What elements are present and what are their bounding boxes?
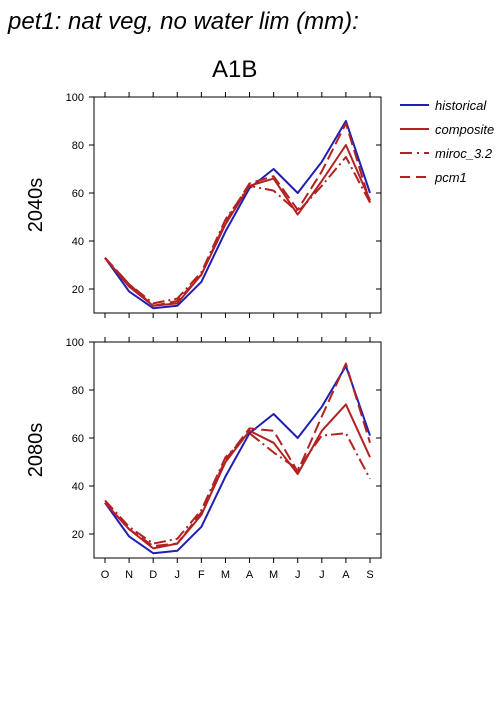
x-tick-label: N xyxy=(125,569,133,581)
y-tick-label: 80 xyxy=(72,385,84,397)
series-line-composite xyxy=(104,403,371,550)
page-title: pet1: nat veg, no water lim (mm): xyxy=(8,8,359,35)
x-tick-label: F xyxy=(198,569,205,581)
y-tick-label: 60 xyxy=(72,433,84,445)
x-tick-label: A xyxy=(342,569,350,581)
series-line-historical xyxy=(104,120,371,310)
series-line-pcm1 xyxy=(104,122,371,307)
y-tick-label: 100 xyxy=(66,92,84,104)
plot-frame-2 xyxy=(93,341,382,559)
y-tick-label: 40 xyxy=(72,236,84,248)
x-tick-label: J xyxy=(295,569,301,581)
y-tick-label: 80 xyxy=(72,140,84,152)
series-line-pcm1 xyxy=(104,362,371,547)
series-line-historical xyxy=(104,365,371,555)
y-axis-label: 2080s xyxy=(25,423,47,478)
x-tick-label: M xyxy=(269,569,278,581)
x-tick-label: O xyxy=(101,569,110,581)
x-tick-label: J xyxy=(319,569,325,581)
series-line-miroc-3-2 xyxy=(104,156,371,305)
y-tick-label: 40 xyxy=(72,481,84,493)
y-tick-label: 20 xyxy=(72,529,84,541)
x-tick-label: J xyxy=(175,569,181,581)
x-tick-label: M xyxy=(221,569,230,581)
y-tick-label: 20 xyxy=(72,284,84,296)
series-line-composite xyxy=(104,144,371,307)
x-tick-label: D xyxy=(149,569,157,581)
y-tick-label: 100 xyxy=(66,337,84,349)
x-tick-label: A xyxy=(246,569,254,581)
y-axis-label: 2040s xyxy=(25,178,47,233)
legend-label: composite xyxy=(435,122,494,137)
legend-label: historical xyxy=(435,98,487,113)
plot-frame-1 xyxy=(93,96,382,314)
legend-label: miroc_3.2 xyxy=(435,146,493,161)
legend-label: pcm1 xyxy=(434,170,467,185)
x-tick-label: S xyxy=(366,569,373,581)
series-line-miroc-3-2 xyxy=(104,432,371,545)
y-tick-label: 60 xyxy=(72,188,84,200)
scenario-title: A1B xyxy=(212,56,258,83)
